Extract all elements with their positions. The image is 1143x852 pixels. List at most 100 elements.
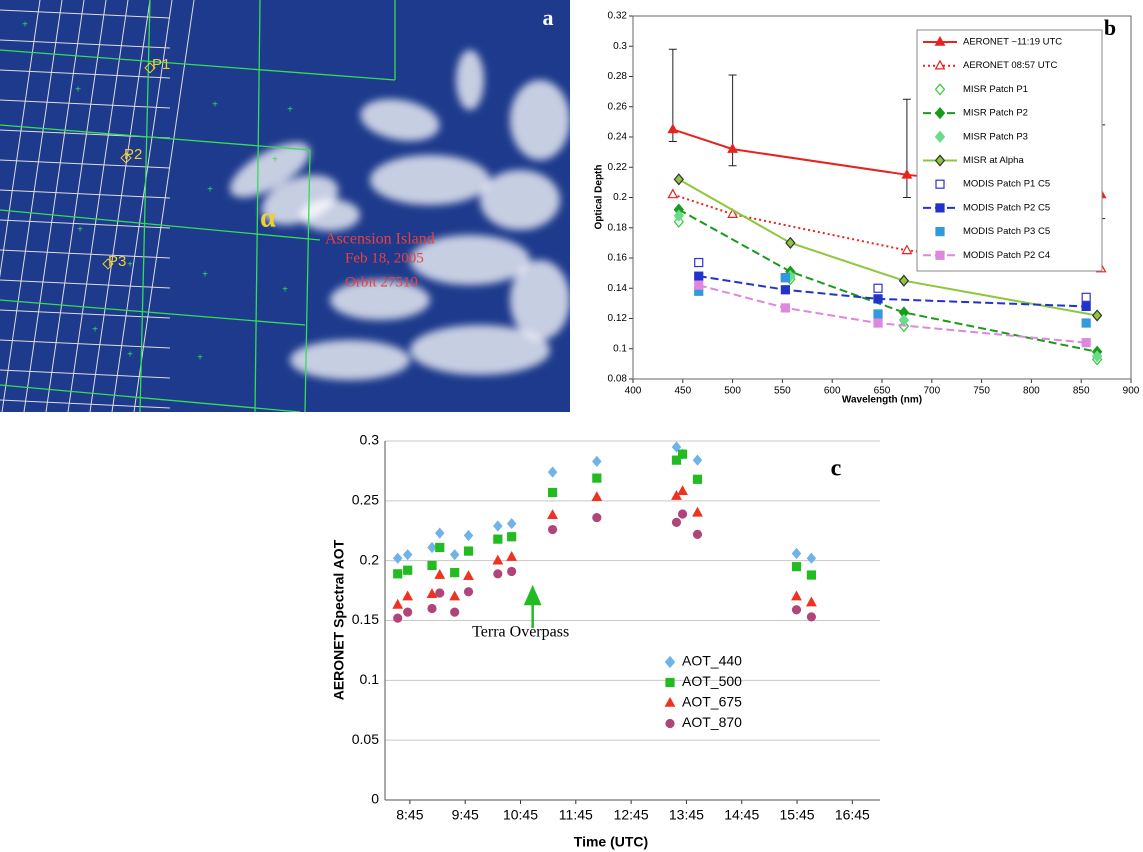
swath-line (0, 384, 301, 412)
point-marker (120, 152, 132, 164)
point (727, 143, 739, 153)
x-tick-label: 650 (874, 386, 891, 397)
series-line (698, 284, 1087, 344)
point (427, 541, 437, 554)
point (873, 318, 883, 328)
x-tick-label: 11:45 (559, 807, 593, 823)
y-tick-label: 0.2 (613, 192, 627, 203)
y-axis-label: AERONET Spectral AOT (331, 539, 347, 700)
pixel-line (0, 39, 171, 49)
pixel-line (1, 0, 63, 412)
x-tick-label: 9:45 (452, 807, 479, 823)
y-tick-label: 0.22 (608, 162, 628, 173)
cloud (410, 325, 550, 375)
y-tick-label: 0.05 (352, 731, 379, 747)
point (898, 274, 910, 287)
point (507, 566, 517, 577)
swath-line (0, 49, 396, 81)
x-tick-label: 10:45 (503, 807, 538, 823)
point (785, 236, 796, 250)
x-tick-label: 550 (774, 386, 791, 397)
legend-marker (934, 59, 946, 70)
point (450, 607, 460, 617)
point (694, 271, 704, 281)
legend-label: MODIS Patch P2 C5 (963, 202, 1050, 213)
point (780, 285, 790, 295)
date-label: Feb 18, 2005 (345, 250, 424, 266)
swath-line (139, 0, 151, 412)
y-tick-label: 0.2 (360, 551, 380, 567)
pixel-line (0, 159, 171, 169)
pixel-mark: + (75, 85, 81, 96)
legend-marker (664, 696, 676, 707)
y-tick-label: 0.14 (608, 283, 628, 294)
cloud (480, 170, 560, 230)
x-tick-label: 600 (824, 386, 841, 397)
point (435, 527, 445, 539)
point (1091, 350, 1103, 363)
point (507, 532, 517, 542)
time-chart: 0 0.05 0.1 0.15 0.2 0.25 0.3 8:45 9:45 10:45 11:45… (331, 432, 880, 850)
point (403, 607, 413, 617)
pixel-line (89, 0, 151, 412)
x-tick-label: 15:45 (780, 807, 815, 823)
cloud (300, 199, 360, 231)
series-line (698, 275, 1087, 308)
alpha-label: α (260, 202, 276, 233)
legend-marker (934, 35, 946, 46)
point (450, 568, 460, 578)
point (392, 552, 403, 564)
swath-line (0, 299, 306, 326)
y-tick-label: 0.3 (613, 41, 627, 52)
y-tick-label: 0.08 (608, 374, 628, 385)
x-axis-label: Time (UTC) (574, 834, 648, 850)
point (493, 520, 503, 532)
x-tick-label: 13:45 (669, 807, 704, 823)
pixel-mark: + (197, 353, 203, 364)
point (873, 294, 883, 304)
pixel-line (0, 219, 171, 229)
point (673, 209, 685, 222)
pixel-line (0, 9, 171, 19)
pixel-line (133, 0, 195, 412)
point (694, 257, 704, 268)
point (434, 568, 446, 579)
legend-label: MISR at Alpha (963, 155, 1024, 166)
cloud (360, 99, 440, 141)
point (592, 512, 602, 523)
site-label: Ascension Island (325, 231, 435, 248)
point (435, 588, 445, 598)
legend-label: AERONET ~11:19 UTC (963, 37, 1062, 48)
pixel-line (0, 189, 171, 199)
swath-line (0, 209, 321, 241)
legend-marker (934, 130, 946, 143)
pixel-mark: + (92, 325, 98, 336)
x-tick-label: 450 (674, 386, 691, 397)
y-tick-label: 0.1 (613, 343, 627, 354)
legend-label: MODIS Patch P1 C5 (963, 179, 1050, 190)
x-axis-label: Wavelength (nm) (842, 395, 922, 406)
y-tick-label: 0 (371, 791, 379, 807)
point (592, 455, 602, 467)
point (426, 588, 438, 598)
cloud (456, 50, 484, 110)
point (463, 546, 474, 556)
point (463, 529, 474, 542)
cloud (330, 280, 430, 320)
point (780, 303, 790, 313)
swath-line (254, 0, 261, 412)
legend-marker (935, 227, 945, 237)
x-tick-label: 850 (1073, 386, 1090, 397)
y-tick-label: 0.12 (608, 313, 628, 324)
pixel-mark: + (127, 260, 133, 271)
swath-grid: + + + + + + + + + + + + + (0, 0, 396, 412)
point (694, 280, 704, 290)
point (591, 491, 603, 502)
y-tick-label: 0.1 (360, 671, 380, 687)
annotation-text: Terra Overpass (472, 624, 569, 641)
legend-marker (935, 203, 945, 213)
legend-marker (934, 106, 946, 120)
y-axis-label: Optical Depth (594, 164, 605, 229)
point (435, 542, 445, 553)
point (791, 590, 802, 601)
